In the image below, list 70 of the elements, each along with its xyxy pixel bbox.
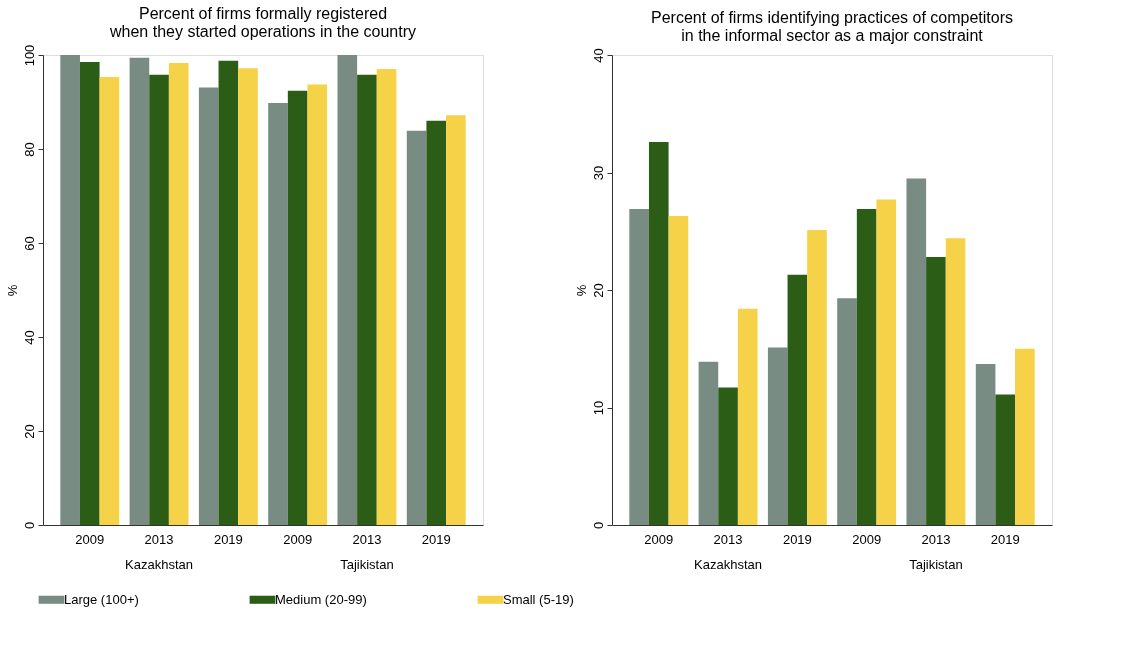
x-tick-label: 2013 [144, 531, 174, 547]
bar [995, 394, 1016, 525]
y-tick-label: 60 [21, 236, 37, 251]
legend-label: Large (100+) [64, 591, 139, 607]
legend-label: Small (5-19) [503, 591, 574, 607]
bar [787, 274, 808, 525]
bar [876, 199, 897, 525]
y-tick-label: 0 [590, 521, 606, 530]
x-tick-label: 2019 [213, 531, 243, 547]
y-tick-label: 10 [590, 400, 606, 416]
bar [268, 102, 288, 525]
bar [837, 298, 857, 525]
bar [807, 230, 827, 525]
bar [1015, 348, 1035, 525]
text: Kazakhstan [125, 557, 194, 572]
bar [426, 120, 447, 525]
y-tick-label: 30 [590, 165, 606, 181]
y-tick-label: 100 [21, 44, 37, 67]
y-axis-title: % [573, 284, 589, 297]
x-tick-label: 2009 [644, 531, 674, 547]
bar [945, 238, 966, 525]
bar [337, 55, 358, 525]
bar [668, 215, 689, 525]
bar [376, 69, 397, 525]
bar [737, 308, 758, 525]
bar [238, 68, 258, 525]
bar [129, 57, 150, 525]
bar [79, 62, 100, 525]
y-tick-label: 40 [21, 330, 37, 345]
bar [629, 208, 649, 525]
bar [975, 364, 996, 525]
bar [218, 60, 239, 525]
bar [307, 84, 328, 525]
x-tick-label: 2019 [990, 531, 1020, 547]
bar [287, 90, 308, 525]
bar [926, 257, 946, 525]
bar [99, 77, 120, 525]
x-tick-label: 2009 [283, 531, 313, 547]
x-tick-label: 2019 [782, 531, 812, 547]
bar [406, 130, 427, 525]
legend-label: Medium (20-99) [275, 591, 367, 607]
bar [168, 62, 189, 525]
bar [60, 55, 80, 525]
bar [648, 141, 669, 525]
text: Tajikistan [340, 557, 394, 572]
y-tick-label: 40 [590, 48, 606, 63]
bar [357, 74, 377, 525]
x-tick-label: 2013 [921, 531, 951, 547]
text: Kazakhstan [694, 557, 763, 572]
chart-title: Percent of firms identifying practices of competitors in the informal sector as a major constraint [651, 8, 1013, 44]
bar [698, 361, 719, 525]
x-tick-label: 2019 [421, 531, 451, 547]
bar [767, 347, 788, 525]
x-tick-label: 2009 [852, 531, 882, 547]
bar [446, 115, 466, 525]
y-tick-label: 0 [21, 521, 37, 530]
x-tick-label: 2009 [75, 531, 105, 547]
bar [856, 208, 877, 525]
text: Tajikistan [909, 557, 963, 572]
x-tick-label: 2013 [713, 531, 743, 547]
bar [718, 387, 738, 525]
y-tick-label: 20 [21, 424, 37, 439]
bar [906, 178, 927, 525]
y-tick-label: 80 [21, 142, 37, 157]
bar [198, 87, 219, 525]
x-tick-label: 2013 [352, 531, 382, 547]
y-tick-label: 20 [590, 283, 606, 298]
bar [149, 74, 169, 525]
y-axis-title: % [4, 284, 20, 297]
chart-title: Percent of firms formally registered when they started operations in the country [109, 5, 416, 41]
